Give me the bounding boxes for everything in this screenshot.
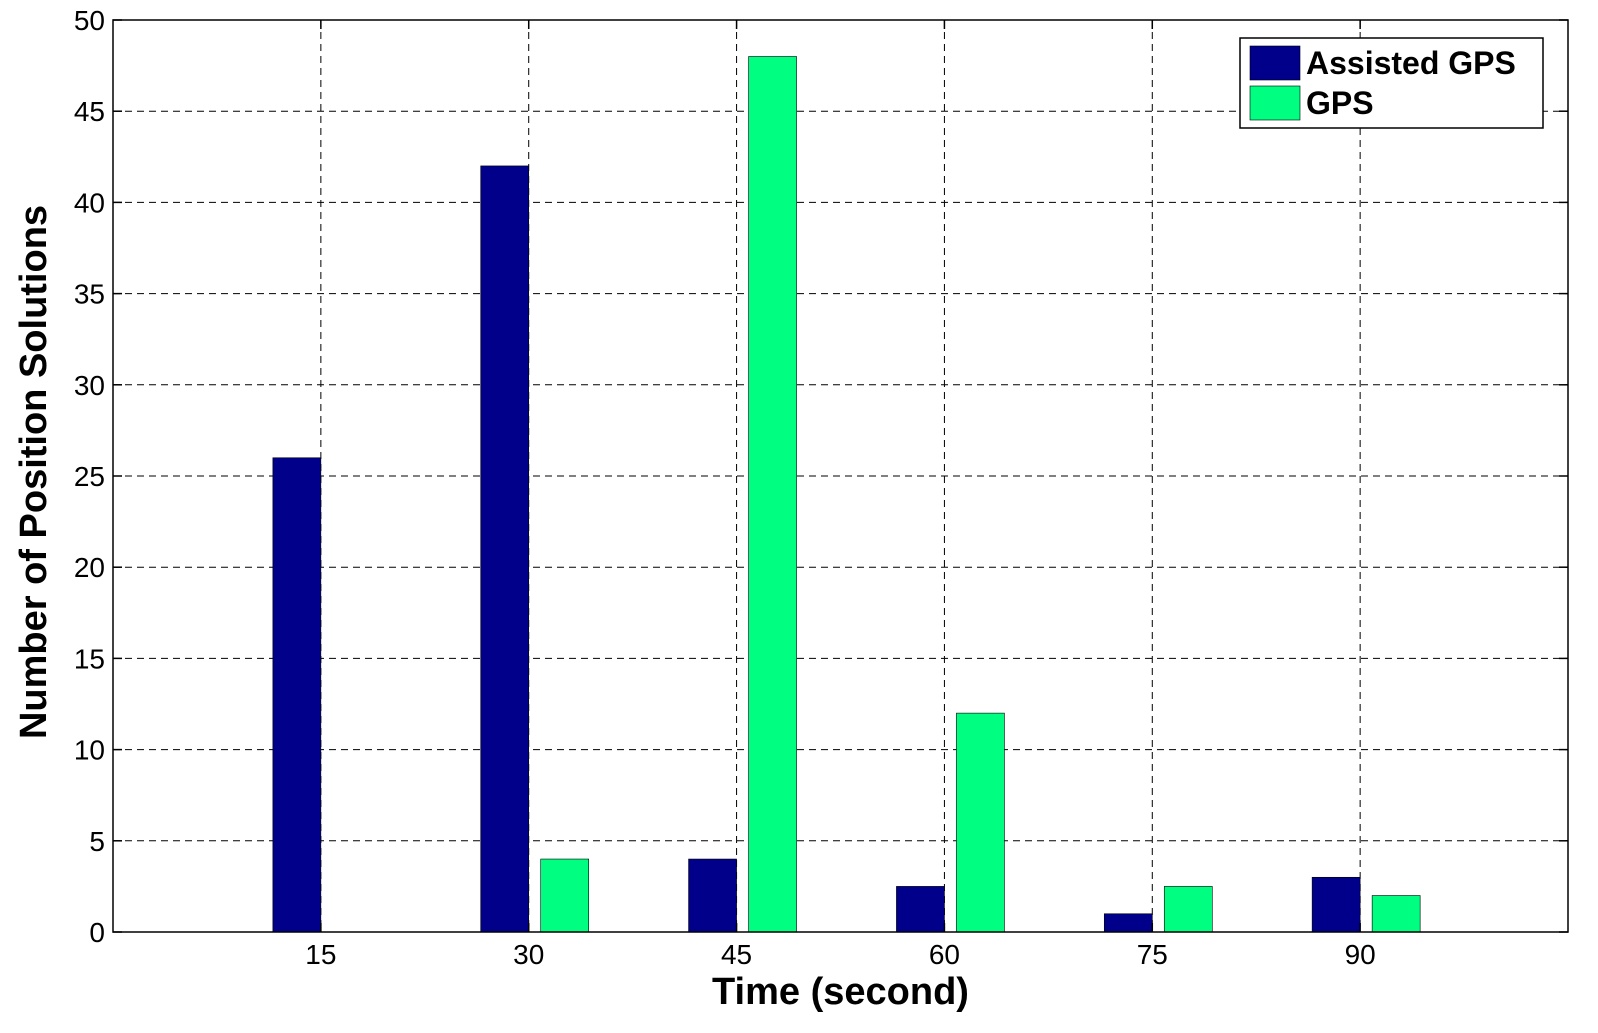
y-tick-label: 0 bbox=[89, 917, 105, 948]
x-tick-label: 30 bbox=[513, 939, 544, 970]
bar-assisted-gps-60 bbox=[896, 886, 945, 933]
bar-assisted-gps-15 bbox=[272, 457, 322, 933]
bar-gps-75 bbox=[1163, 886, 1213, 933]
y-tick-label: 20 bbox=[74, 552, 105, 583]
legend-label: Assisted GPS bbox=[1306, 45, 1516, 81]
y-tick-label: 35 bbox=[74, 279, 105, 310]
x-axis-ticks: 15 30 45 60 75 90 bbox=[305, 20, 1376, 970]
bar-gps-60 bbox=[956, 712, 1005, 933]
y-axis-title: Number of Position Solutions bbox=[13, 205, 55, 739]
legend-swatch bbox=[1249, 85, 1301, 121]
y-tick-label: 50 bbox=[74, 5, 105, 36]
y-tick-label: 45 bbox=[74, 96, 105, 127]
x-tick-label: 45 bbox=[721, 939, 752, 970]
bar-assisted-gps-75 bbox=[1103, 913, 1153, 933]
bar-assisted-gps-45 bbox=[688, 858, 737, 933]
y-tick-label: 30 bbox=[74, 370, 105, 401]
y-axis-ticks: 0 5 10 15 20 25 30 35 40 45 50 bbox=[74, 5, 1568, 948]
bar-gps-90 bbox=[1371, 895, 1421, 933]
y-tick-label: 25 bbox=[74, 461, 105, 492]
x-tick-label: 15 bbox=[305, 939, 336, 970]
y-tick-label: 5 bbox=[89, 826, 105, 857]
bar-assisted-gps-90 bbox=[1311, 876, 1361, 933]
y-tick-label: 10 bbox=[74, 735, 105, 766]
x-axis-title: Time (second) bbox=[712, 971, 969, 1013]
legend: Assisted GPS GPS bbox=[1239, 37, 1544, 129]
y-tick-label: 40 bbox=[74, 187, 105, 218]
x-tick-label: 75 bbox=[1137, 939, 1168, 970]
bar-gps-30 bbox=[540, 858, 590, 933]
bar-gps-45 bbox=[748, 56, 797, 933]
bars bbox=[272, 56, 1421, 933]
y-tick-label: 15 bbox=[74, 643, 105, 674]
bar-assisted-gps-30 bbox=[480, 165, 530, 933]
legend-label: GPS bbox=[1306, 85, 1374, 121]
grid-lines bbox=[113, 20, 1568, 932]
x-tick-label: 90 bbox=[1345, 939, 1376, 970]
x-tick-label: 60 bbox=[929, 939, 960, 970]
legend-swatch bbox=[1249, 45, 1301, 81]
